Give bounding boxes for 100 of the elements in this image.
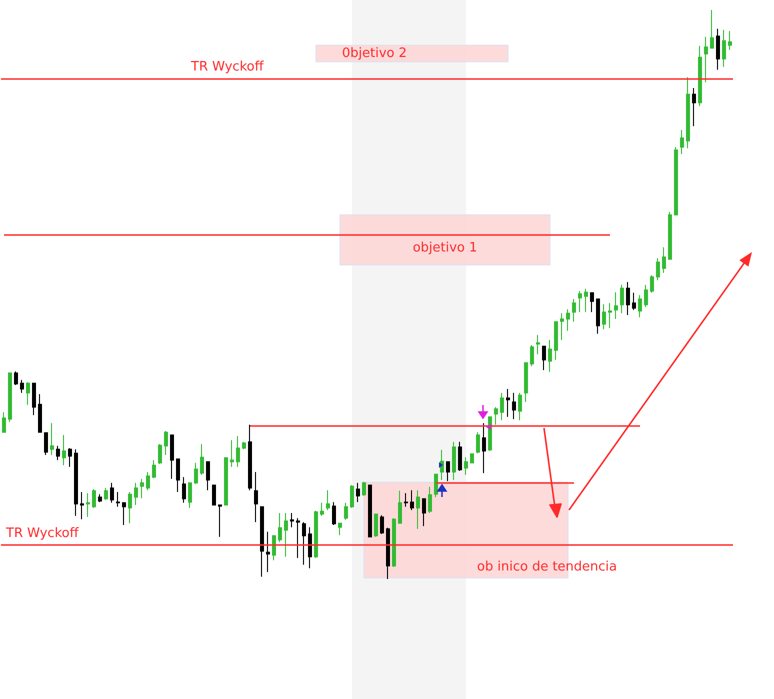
candlestick (374, 514, 378, 538)
candlestick (386, 527, 390, 580)
candlestick (116, 491, 120, 508)
band-label: 0bjetivo 2 (342, 46, 407, 62)
candlestick (578, 290, 582, 313)
candlestick (122, 502, 126, 526)
candlestick (662, 246, 666, 274)
candlestick (218, 504, 222, 538)
candlestick (470, 453, 474, 464)
candlestick (308, 526, 312, 569)
candlestick (542, 346, 546, 371)
candlestick (410, 490, 414, 511)
candlestick (230, 440, 234, 468)
candlestick (416, 490, 420, 530)
candlestick (182, 476, 186, 504)
candlestick (8, 372, 12, 422)
candlestick (284, 512, 288, 558)
candlestick (428, 486, 432, 514)
candlestick (458, 441, 462, 472)
candlestick (302, 522, 306, 566)
candlestick (98, 494, 102, 503)
candlestick (548, 340, 552, 372)
candlestick (266, 531, 270, 573)
ref-line-label: TR Wyckoff (5, 526, 80, 541)
candlestick (152, 460, 156, 479)
candlestick (464, 456, 468, 476)
candlestick (254, 472, 258, 523)
candlestick (614, 292, 618, 320)
candlestick (146, 472, 150, 491)
candlestick (86, 492, 90, 518)
candlestick (404, 492, 408, 508)
candlestick (398, 490, 402, 524)
candlestick (698, 45, 702, 107)
candlestick (68, 448, 72, 468)
candlestick (626, 281, 630, 316)
band-label: ob inico de tendencia (477, 559, 617, 574)
candlestick (530, 344, 534, 367)
candlestick (368, 484, 372, 538)
candlestick (710, 10, 714, 49)
candlestick (332, 502, 336, 526)
candlestick (62, 434, 66, 466)
candlestick (344, 502, 348, 520)
candlestick (14, 370, 18, 386)
candlestick (572, 298, 576, 322)
candlestick (638, 294, 642, 318)
candlestick (356, 482, 360, 503)
candlestick (242, 441, 246, 450)
candlestick (188, 482, 192, 508)
candlestick (26, 382, 30, 406)
candlestick (596, 298, 600, 334)
candlestick (602, 304, 606, 330)
candlestick (440, 449, 444, 480)
candlestick (128, 491, 132, 524)
candlestick (452, 441, 456, 480)
candlestick (728, 30, 732, 50)
candlestick (326, 490, 330, 511)
candlestick (716, 28, 720, 70)
candlestick (200, 444, 204, 476)
candlestick (32, 382, 36, 416)
candlestick (296, 518, 300, 558)
candlestick (656, 258, 660, 281)
candlestick (632, 292, 636, 310)
candlestick (524, 362, 528, 403)
candlestick (236, 436, 240, 468)
candlestick (50, 422, 54, 456)
candlestick (290, 512, 294, 528)
candlestick (38, 394, 42, 433)
candlestick (362, 481, 366, 496)
candlestick (566, 308, 570, 332)
candlestick (692, 87, 696, 127)
band-label: objetivo 1 (412, 240, 478, 256)
candlestick (212, 484, 216, 506)
candlestick (668, 211, 672, 260)
candlestick (620, 284, 624, 314)
candlestick (260, 506, 264, 578)
candlestick (494, 406, 498, 426)
candlestick (134, 482, 138, 506)
candlestick (674, 146, 678, 216)
candlestick (20, 379, 24, 394)
candlestick (164, 430, 168, 456)
candlestick (104, 487, 108, 500)
candlestick (704, 36, 708, 83)
candlestick (722, 29, 726, 68)
candlestick (434, 474, 438, 498)
candlestick (650, 274, 654, 294)
candlestick (608, 302, 612, 329)
candlestick (350, 484, 354, 508)
candlestick (224, 456, 228, 506)
candlestick (584, 288, 588, 313)
candlestick (44, 432, 48, 456)
candlestick (92, 488, 96, 508)
candlestick (644, 284, 648, 308)
candlestick (554, 321, 558, 360)
ref-line-label: TR Wyckoff (190, 59, 265, 74)
candlestick (476, 432, 480, 454)
candlestick (380, 514, 384, 535)
candlestick (110, 482, 114, 504)
candlestick (170, 434, 174, 480)
candlestick (314, 510, 318, 558)
candlestick (536, 334, 540, 355)
